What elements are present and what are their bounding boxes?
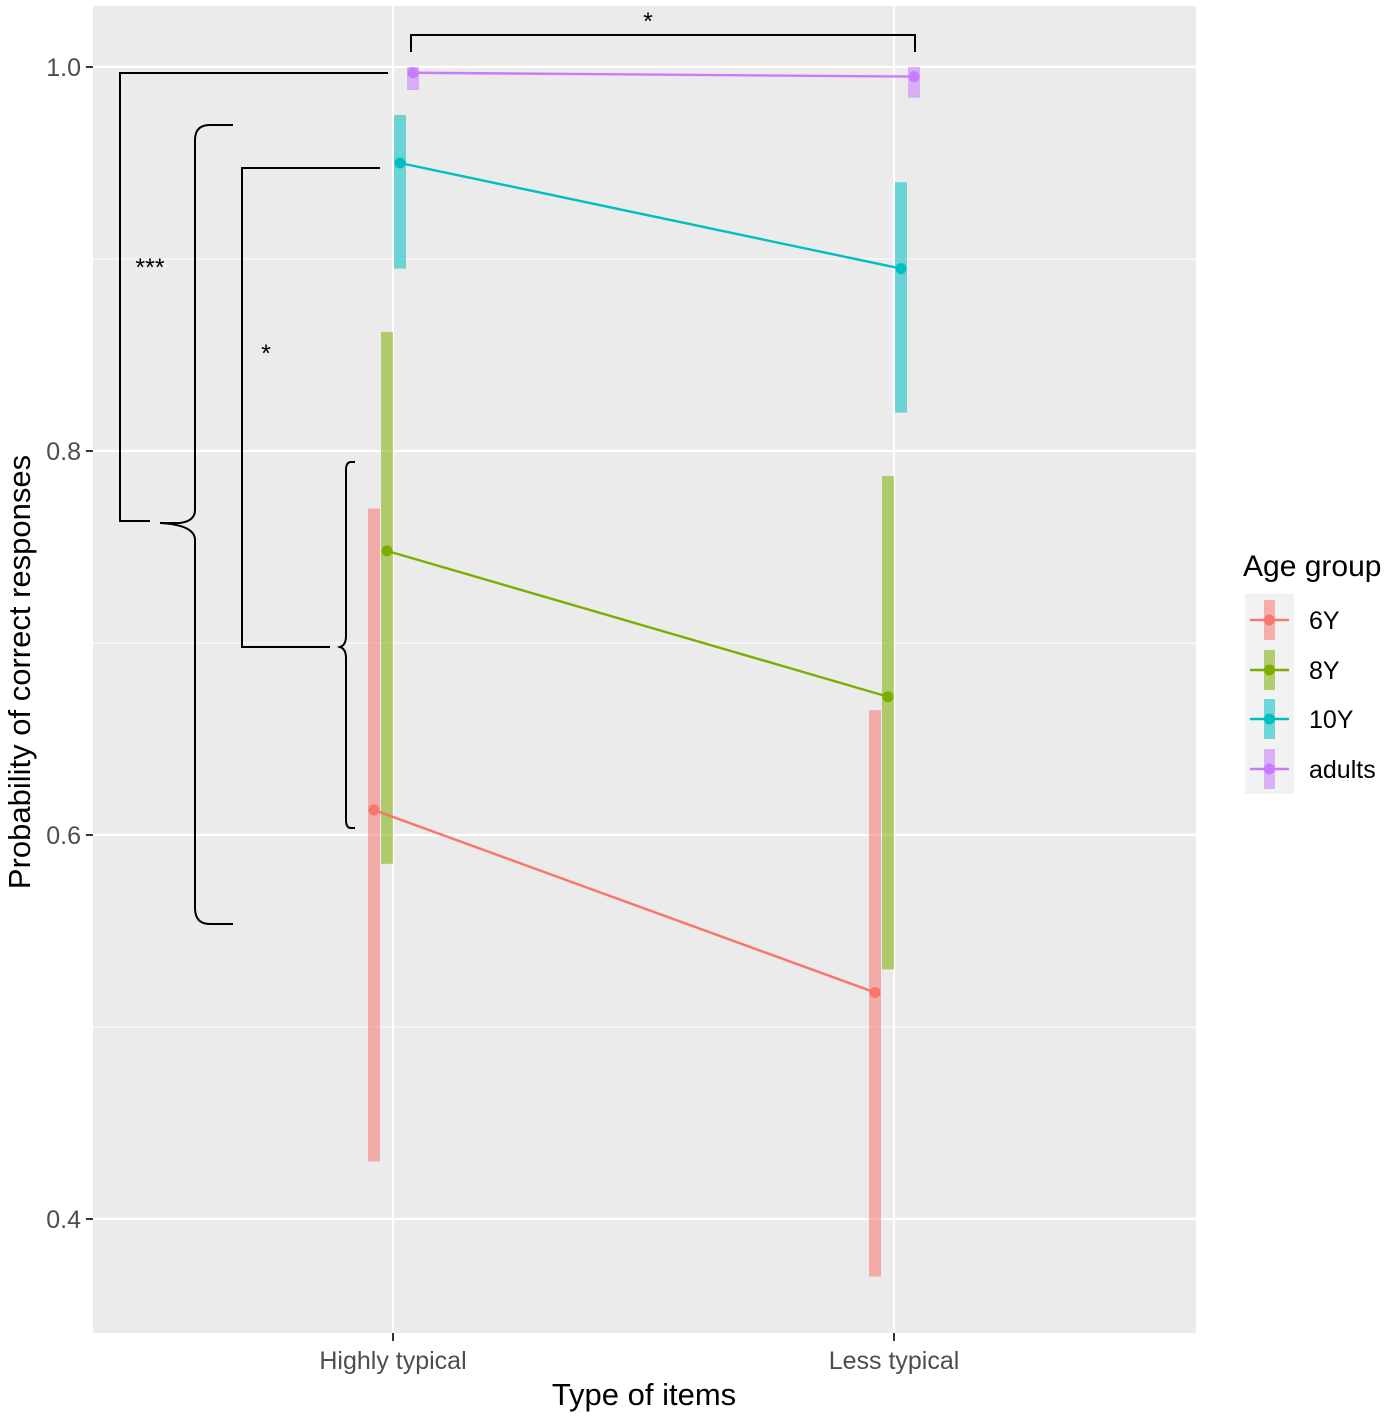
legend-key-point <box>1264 763 1275 775</box>
series-line-8Y <box>386 549 889 698</box>
error-bar-10Y <box>394 115 406 269</box>
series-points <box>368 67 920 998</box>
legend-item-8Y: 8Y <box>1250 650 1340 690</box>
legend-label: 8Y <box>1309 657 1340 685</box>
significance-annotations: ***** <box>119 8 916 925</box>
data-point-10Y <box>394 157 406 169</box>
significance-label-middle: * <box>261 340 271 368</box>
legend-key-point <box>1264 664 1275 676</box>
legend-key-point <box>1264 713 1275 725</box>
significance-bracket-top <box>410 34 916 52</box>
legend-title: Age group <box>1243 550 1381 583</box>
legend-item-6Y: 6Y <box>1250 600 1340 640</box>
data-point-10Y <box>895 263 907 275</box>
series-lines <box>373 71 915 994</box>
data-point-6Y <box>368 804 380 816</box>
y-tick-label: 1.0 <box>46 54 81 82</box>
y-tick-label: 0.8 <box>46 438 81 466</box>
data-point-8Y <box>381 545 393 557</box>
y-axis-title: Probability of correct responses <box>2 455 37 889</box>
data-point-adults <box>908 71 920 83</box>
children-group-brace <box>159 124 233 925</box>
legend: Age group 6Y 8Y 10Y adults <box>1243 550 1381 794</box>
series-line-6Y <box>373 808 876 994</box>
legend-item-10Y: 10Y <box>1250 699 1354 739</box>
significance-label-outer: *** <box>135 254 164 282</box>
x-tick-label: Highly typical <box>319 1347 466 1375</box>
data-point-adults <box>407 67 419 79</box>
significance-label-top: * <box>643 8 653 36</box>
error-bar-8Y <box>882 475 894 970</box>
series-line-adults <box>412 71 915 78</box>
significance-bracket-outer <box>119 72 388 522</box>
legend-key-point <box>1264 614 1275 626</box>
data-point-8Y <box>882 691 894 703</box>
younger-group-brace <box>336 461 355 829</box>
legend-label: 10Y <box>1309 706 1354 734</box>
data-point-6Y <box>869 986 881 998</box>
legend-label: adults <box>1309 756 1376 784</box>
x-tick-label: Less typical <box>829 1347 960 1375</box>
error-bar-8Y <box>381 331 393 864</box>
series-line-10Y <box>399 161 902 270</box>
x-axis-title: Type of items <box>552 1377 736 1412</box>
error-bar-6Y <box>368 508 380 1162</box>
error-bar-10Y <box>895 182 907 413</box>
y-tick-label: 0.6 <box>46 822 81 850</box>
axes: 0.4 0.6 0.8 1.0 Highly typical Less typical <box>46 54 959 1375</box>
legend-label: 6Y <box>1309 607 1340 635</box>
plot-panel <box>93 6 1196 1333</box>
y-tick-label: 0.4 <box>46 1206 81 1234</box>
minor-gridlines <box>93 258 1196 1028</box>
legend-item-adults: adults <box>1250 749 1376 789</box>
significance-bracket-middle <box>241 167 380 648</box>
